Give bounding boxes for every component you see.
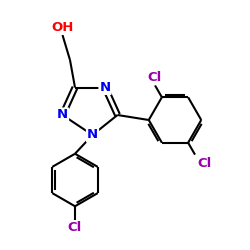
Text: Cl: Cl: [148, 71, 162, 84]
Text: OH: OH: [51, 21, 74, 34]
Text: Cl: Cl: [198, 157, 212, 170]
Text: Cl: Cl: [68, 221, 82, 234]
Text: N: N: [100, 81, 110, 94]
Text: N: N: [57, 108, 68, 122]
Text: N: N: [87, 128, 98, 141]
